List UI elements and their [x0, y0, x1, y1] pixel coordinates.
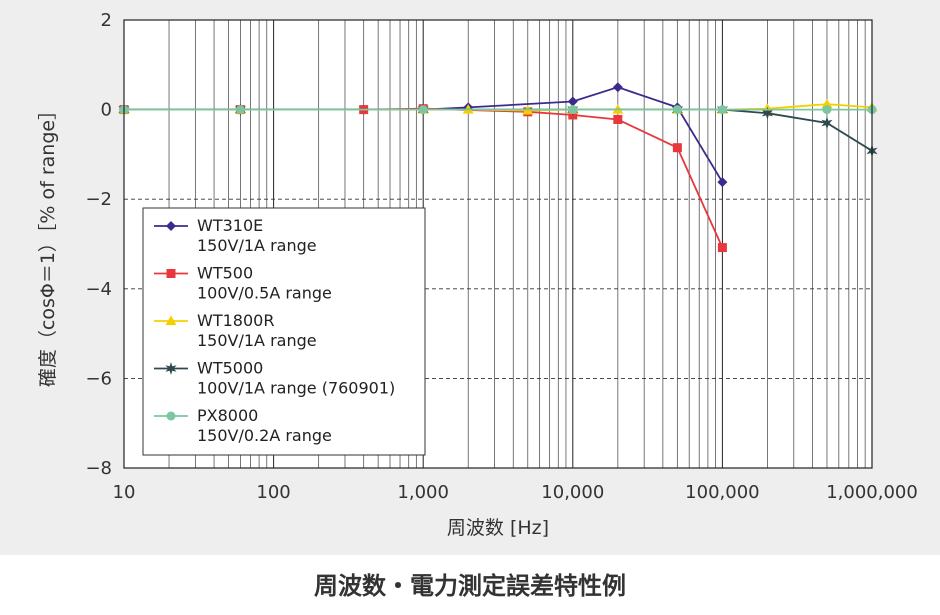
y-tick-label: −6	[85, 368, 112, 389]
y-tick-label: 0	[101, 100, 112, 121]
x-tick-labels: 10 100 1,000 10,000 100,000 1,000,000	[113, 482, 918, 503]
y-tick-label: −8	[85, 458, 112, 479]
legend-series-name: WT310E	[197, 216, 263, 235]
data-point-px8000	[822, 105, 832, 115]
legend-series-range: 150V/0.2A range	[197, 426, 332, 445]
legend-series-name: WT500	[197, 264, 253, 283]
series-group	[118, 82, 878, 253]
x-tick-label: 100,000	[685, 482, 759, 503]
series-px8000	[119, 105, 877, 115]
y-tick-label: 2	[101, 10, 112, 31]
x-tick-label: 100	[256, 482, 290, 503]
legend-box	[142, 207, 426, 456]
data-point-wt500	[717, 243, 727, 253]
chart-panel: 10 100 1,000 10,000 100,000 1,000,000 2 0 −2 −4 −…	[0, 0, 940, 555]
data-point-wt5000	[821, 116, 833, 130]
data-point-wt310e	[567, 96, 578, 107]
data-point-px8000	[568, 105, 578, 115]
data-point-wt310e	[717, 177, 728, 188]
legend-series-name: PX8000	[197, 406, 258, 425]
legend-marker-wt310e	[166, 221, 176, 231]
y-tick-label: −4	[85, 279, 112, 300]
x-tick-label: 1,000	[397, 482, 449, 503]
data-point-px8000	[717, 105, 727, 115]
data-point-px8000	[418, 105, 428, 115]
figure-caption: 周波数・電力測定誤差特性例	[314, 572, 626, 600]
legend-series-name: WT5000	[197, 359, 263, 378]
x-axis-label: 周波数 [Hz]	[447, 517, 549, 539]
legend-series-range: 100V/0.5A range	[197, 284, 332, 303]
data-point-px8000	[672, 105, 682, 115]
legend-series-range: 150V/1A range	[197, 236, 317, 255]
legend-marker-wt5000	[165, 362, 177, 375]
y-axis-label: 確度（cosΦ＝1）［% of range］	[37, 101, 59, 387]
y-tick-labels: 2 0 −2 −4 −6 −8	[85, 10, 112, 479]
y-tick-label: −2	[85, 189, 112, 210]
data-point-wt500	[672, 143, 682, 153]
data-point-wt500	[613, 114, 623, 124]
legend-marker-wt1800r	[165, 315, 177, 325]
x-tick-label: 1,000,000	[826, 482, 918, 503]
data-point-wt1800r	[821, 98, 833, 109]
legend-series-range: 150V/1A range	[197, 331, 317, 350]
legend-marker-wt500	[166, 269, 176, 278]
data-point-px8000	[235, 105, 245, 115]
x-tick-label: 10	[113, 482, 136, 503]
error-characteristics-chart: 10 100 1,000 10,000 100,000 1,000,000 2 0 −2 −4 −…	[37, 10, 918, 539]
data-point-wt5000	[761, 106, 774, 120]
x-tick-label: 10,000	[541, 482, 604, 503]
plot-frame	[123, 19, 873, 469]
legend-series-name: WT1800R	[197, 311, 274, 330]
legend-series-range: 100V/1A range (760901)	[197, 379, 395, 398]
legend-marker-px8000	[166, 411, 176, 421]
data-point-wt310e	[612, 82, 623, 93]
